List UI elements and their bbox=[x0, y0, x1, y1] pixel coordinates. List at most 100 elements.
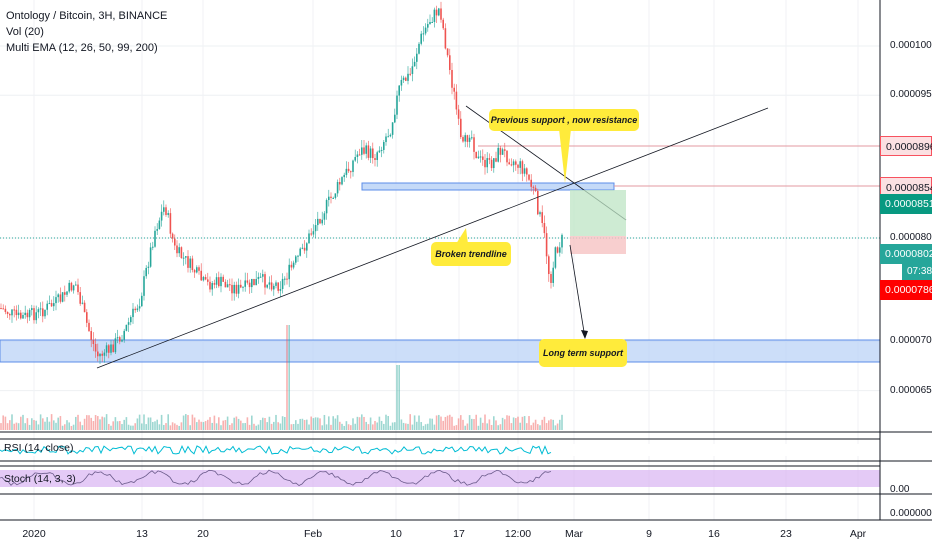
volume-bar bbox=[121, 424, 123, 430]
candle-body bbox=[453, 87, 455, 92]
legend-symbol[interactable]: Ontology / Bitcoin, 3H, BINANCE bbox=[6, 10, 168, 22]
candle-body bbox=[26, 312, 29, 318]
candle-body bbox=[33, 308, 35, 321]
time-axis-label: 16 bbox=[708, 528, 720, 540]
candle-body bbox=[552, 267, 554, 283]
volume-bar bbox=[552, 419, 554, 430]
candle-body bbox=[488, 158, 491, 160]
volume-bar bbox=[446, 415, 449, 430]
volume-bar bbox=[471, 418, 473, 430]
volume-bar bbox=[202, 422, 205, 430]
volume-bar bbox=[334, 418, 337, 430]
volume-bar bbox=[244, 423, 246, 430]
candle-body bbox=[275, 282, 277, 286]
volume-bar bbox=[198, 419, 200, 430]
candle-body bbox=[317, 218, 319, 226]
volume-bar bbox=[2, 415, 4, 430]
price-axis-label: 0.0000805 bbox=[890, 232, 932, 243]
annotation-previous-support[interactable]: Previous support , now resistance bbox=[489, 109, 639, 131]
volume-bar bbox=[262, 417, 264, 430]
candle-body bbox=[471, 137, 473, 139]
volume-bar bbox=[561, 414, 563, 430]
volume-bar bbox=[33, 420, 35, 430]
volume-bar bbox=[220, 425, 222, 430]
candle-body bbox=[11, 309, 13, 316]
legend-ema[interactable]: Multi EMA (12, 26, 50, 99, 200) bbox=[6, 42, 158, 54]
volume-bar bbox=[479, 417, 482, 430]
candle-body bbox=[495, 158, 497, 162]
candle-body bbox=[279, 289, 282, 291]
candle-body bbox=[299, 248, 301, 256]
volume-bar bbox=[510, 423, 513, 430]
candle-body bbox=[270, 282, 273, 290]
candle-body bbox=[334, 193, 337, 198]
volume-bar bbox=[24, 423, 26, 430]
volume-bar bbox=[112, 421, 114, 430]
candle-body bbox=[506, 150, 508, 163]
long-position-stop[interactable] bbox=[570, 236, 626, 254]
volume-bar bbox=[427, 423, 429, 430]
volume-bar bbox=[499, 424, 502, 430]
volume-bar bbox=[332, 416, 334, 430]
candle-body bbox=[112, 344, 114, 353]
volume-bar bbox=[224, 420, 227, 430]
legend-volume[interactable]: Vol (20) bbox=[6, 26, 44, 38]
volume-bar bbox=[156, 419, 158, 430]
candle-body bbox=[374, 158, 376, 160]
volume-bar bbox=[167, 414, 169, 430]
volume-bar bbox=[515, 418, 517, 430]
stoch-band bbox=[0, 470, 880, 487]
candle-body bbox=[497, 147, 499, 162]
volume-bar bbox=[321, 425, 323, 430]
candle-body bbox=[385, 136, 387, 143]
candle-body bbox=[308, 233, 310, 244]
rsi-pane-label[interactable]: RSI (14, close) bbox=[4, 442, 74, 454]
volume-bar bbox=[440, 416, 442, 430]
candle-body bbox=[134, 308, 136, 311]
candle-body bbox=[281, 278, 284, 290]
candle-body bbox=[229, 284, 231, 286]
volume-bar bbox=[6, 423, 9, 430]
volume-bar bbox=[380, 420, 383, 430]
annotation-long-term-support[interactable]: Long term support bbox=[539, 339, 627, 367]
time-axis-label: Mar bbox=[564, 528, 584, 540]
candle-body bbox=[380, 149, 383, 151]
volume-bar bbox=[541, 419, 543, 430]
volume-bar bbox=[354, 423, 356, 430]
candle-body bbox=[556, 247, 559, 253]
time-axis-label: 2020 bbox=[22, 528, 46, 540]
candle-body bbox=[455, 91, 458, 110]
volume-bar bbox=[66, 420, 68, 430]
volume-bar bbox=[125, 417, 128, 430]
candle-body bbox=[422, 33, 425, 35]
volume-bar bbox=[277, 422, 279, 430]
candle-body bbox=[473, 137, 475, 152]
candle-body bbox=[59, 294, 62, 302]
volume-bar bbox=[394, 422, 396, 430]
long-position-target[interactable] bbox=[570, 190, 626, 236]
volume-bar bbox=[385, 414, 387, 430]
candle-body bbox=[127, 322, 130, 325]
volume-bar bbox=[501, 417, 504, 430]
annotation-broken-trendline[interactable]: Broken trendline bbox=[431, 242, 511, 266]
candle-body bbox=[312, 231, 315, 235]
volume-bar bbox=[530, 425, 532, 430]
candle-body bbox=[286, 278, 288, 280]
volume-bar bbox=[138, 414, 141, 430]
candle-body bbox=[66, 291, 68, 295]
candle-body bbox=[178, 247, 180, 254]
candle-body bbox=[24, 312, 26, 316]
candle-body bbox=[160, 211, 163, 221]
volume-bar bbox=[402, 422, 405, 430]
volume-bar bbox=[235, 416, 238, 430]
volume-bar bbox=[182, 415, 185, 430]
long-term-support-zone[interactable] bbox=[0, 339, 881, 363]
volume-bar bbox=[416, 421, 418, 430]
stoch-pane-label[interactable]: Stoch (14, 3, 3) bbox=[4, 473, 76, 485]
volume-bar bbox=[242, 423, 244, 430]
candle-body bbox=[517, 164, 519, 168]
rising-trendline[interactable] bbox=[96, 107, 769, 369]
